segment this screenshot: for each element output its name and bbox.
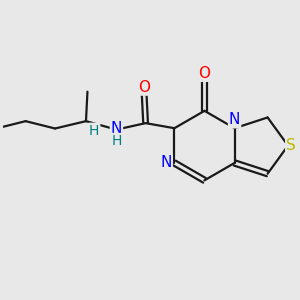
Text: O: O [199, 66, 211, 81]
Text: S: S [286, 138, 296, 153]
Text: H: H [89, 124, 99, 138]
Text: O: O [138, 80, 150, 95]
Text: N: N [111, 121, 122, 136]
Text: H: H [111, 134, 122, 148]
Text: N: N [160, 155, 172, 170]
Text: N: N [229, 112, 240, 128]
